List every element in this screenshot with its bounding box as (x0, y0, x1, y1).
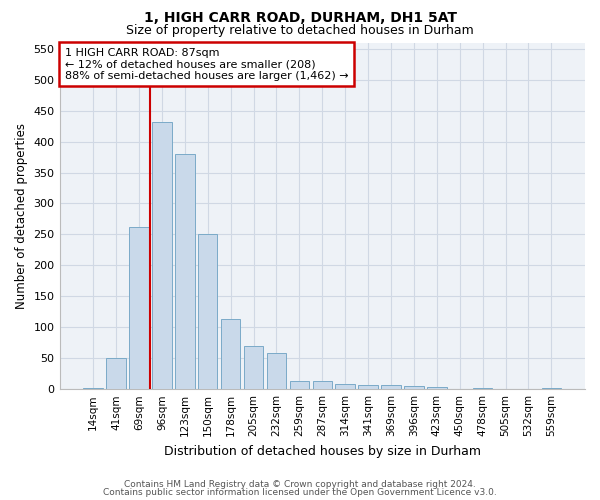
Bar (244, 346, 263, 389)
Bar (404, 386, 424, 389)
Text: 1 HIGH CARR ROAD: 87sqm
← 12% of detached houses are smaller (208)
88% of semi-d: 1 HIGH CARR ROAD: 87sqm ← 12% of detache… (65, 48, 349, 81)
Bar (129, 227, 149, 389)
Bar (542, 388, 561, 389)
Bar (83, 388, 103, 389)
Bar (152, 122, 172, 389)
Bar (313, 381, 332, 389)
Bar (267, 352, 286, 389)
Text: 1, HIGH CARR ROAD, DURHAM, DH1 5AT: 1, HIGH CARR ROAD, DURHAM, DH1 5AT (143, 11, 457, 25)
Y-axis label: Number of detached properties: Number of detached properties (15, 123, 28, 309)
Bar (198, 234, 217, 389)
Text: Size of property relative to detached houses in Durham: Size of property relative to detached ho… (126, 24, 474, 37)
Bar (427, 388, 446, 389)
Bar (175, 154, 194, 389)
Bar (221, 319, 241, 389)
Bar (335, 384, 355, 389)
Text: Contains public sector information licensed under the Open Government Licence v3: Contains public sector information licen… (103, 488, 497, 497)
Bar (473, 388, 493, 389)
Bar (358, 385, 378, 389)
Bar (381, 385, 401, 389)
Bar (106, 358, 126, 389)
X-axis label: Distribution of detached houses by size in Durham: Distribution of detached houses by size … (164, 444, 481, 458)
Text: Contains HM Land Registry data © Crown copyright and database right 2024.: Contains HM Land Registry data © Crown c… (124, 480, 476, 489)
Bar (290, 381, 309, 389)
